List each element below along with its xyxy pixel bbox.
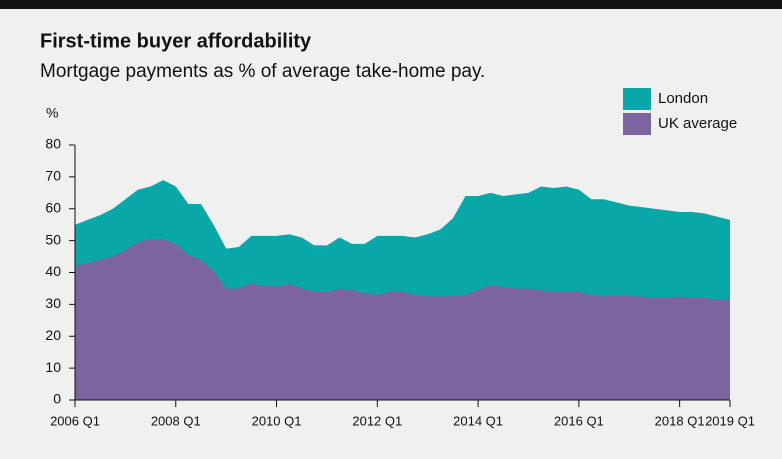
y-tick-label: 80 xyxy=(45,136,61,152)
y-tick-label: 0 xyxy=(53,391,61,407)
y-tick-label: 30 xyxy=(45,295,61,311)
x-tick-label: 2012 Q1 xyxy=(352,413,402,428)
y-axis-label: % xyxy=(46,105,58,121)
chart-title: First-time buyer affordability xyxy=(40,30,312,52)
legend-label: UK average xyxy=(658,115,737,132)
chart-subtitle: Mortgage payments as % of average take-h… xyxy=(40,61,485,82)
x-tick-label: 2016 Q1 xyxy=(554,413,604,428)
y-tick-label: 20 xyxy=(45,327,61,343)
area xyxy=(75,239,730,400)
x-tick-label: 2014 Q1 xyxy=(453,413,503,428)
legend-swatch xyxy=(623,88,651,110)
x-tick-label: 2019 Q1 xyxy=(705,413,755,428)
x-tick-label: 2010 Q1 xyxy=(252,413,302,428)
x-tick-label: 2006 Q1 xyxy=(50,413,100,428)
legend-swatch xyxy=(623,113,651,135)
y-tick-label: 10 xyxy=(45,359,61,375)
y-tick-label: 60 xyxy=(45,199,61,215)
y-tick-label: 70 xyxy=(45,168,61,184)
top-bar xyxy=(0,0,782,9)
x-tick-label: 2008 Q1 xyxy=(151,413,201,428)
y-tick-label: 50 xyxy=(45,231,61,247)
legend-label: London xyxy=(658,90,708,107)
y-tick-label: 40 xyxy=(45,263,61,279)
x-tick-label: 2018 Q1 xyxy=(655,413,705,428)
